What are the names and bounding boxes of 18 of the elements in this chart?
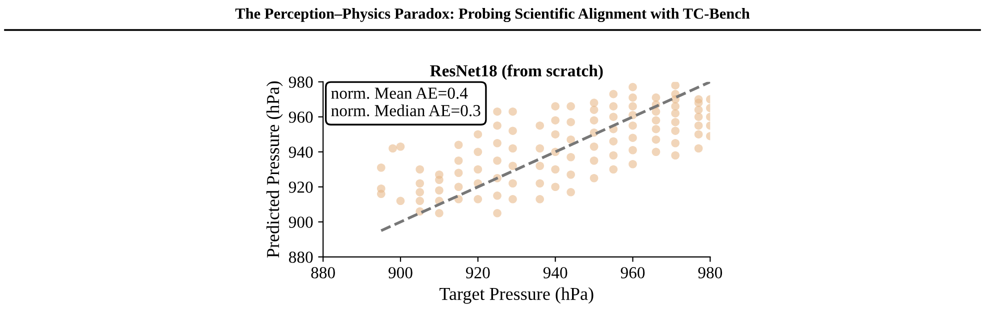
x-tick-label: 940	[543, 267, 568, 278]
x-tick-label: 900	[388, 267, 412, 278]
x-axis-title: Target Pressure (hPa)	[440, 287, 594, 304]
x-tick-label: 880	[311, 267, 335, 278]
y-tick-label: 940	[288, 146, 313, 158]
text: The Perception–Physics Paradox: Probing Scientific Alignment with TC-Bench	[235, 8, 750, 22]
y-tick-label: 920	[288, 182, 313, 193]
x-tick-label: 920	[466, 267, 490, 278]
chart-title: ResNet18 (from scratch)	[430, 64, 603, 80]
y-tick-label: 980	[288, 76, 313, 88]
y-tick-label: 900	[288, 216, 313, 228]
y-tick-label: 880	[288, 252, 313, 263]
x-tick-label: 960	[620, 267, 645, 278]
annotation: norm. Median AE=0.3	[331, 104, 480, 116]
y-tick-label: 960	[288, 112, 313, 123]
y-axis-title: Predicted Pressure (hPa)	[266, 81, 283, 258]
annotation: norm. Mean AE=0.4	[331, 88, 468, 99]
x-tick-label: 980	[698, 267, 722, 278]
